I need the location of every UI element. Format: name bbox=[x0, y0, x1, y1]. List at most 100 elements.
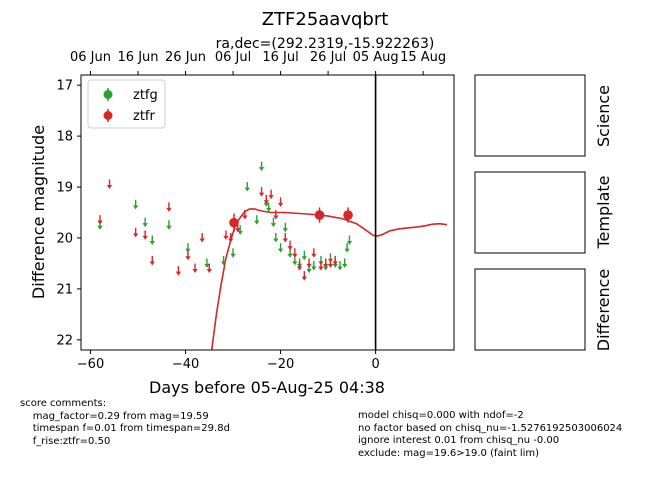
y-axis-label: Difference magnitude bbox=[29, 125, 48, 299]
ztfg-upper-limit bbox=[273, 232, 279, 243]
ztfr-upper-limit bbox=[242, 210, 248, 220]
legend-ztfg-label: ztfg bbox=[133, 88, 158, 103]
ztfr-upper-limit bbox=[106, 179, 113, 189]
cutout-panels: Science Template Difference bbox=[474, 74, 613, 351]
ztfr-limit-arrow bbox=[268, 195, 274, 200]
ztfr-upper-limit bbox=[149, 255, 155, 266]
ztfg-upper-limit bbox=[346, 235, 353, 246]
legend-ztfr-label: ztfr bbox=[133, 109, 155, 124]
ztfr-detection bbox=[314, 207, 325, 223]
ztfg-limit-arrow bbox=[270, 223, 277, 228]
ztfr-limit-arrow bbox=[149, 261, 155, 266]
ztfr-upper-limit bbox=[306, 258, 312, 268]
ztfg-limit-arrow bbox=[287, 253, 293, 258]
ztfg-upper-limit bbox=[185, 243, 191, 253]
ztfg-limit-arrow bbox=[337, 266, 343, 271]
ztfr-limit-arrow bbox=[166, 207, 172, 212]
ztfr-upper-limit bbox=[332, 255, 338, 266]
ztfg-limit-arrow bbox=[332, 263, 338, 268]
ztfr-upper-limit bbox=[327, 258, 334, 268]
ztfr-upper-limit bbox=[258, 187, 265, 197]
ztfr-upper-limit bbox=[301, 271, 307, 281]
top-date-tick-label: 15 Aug bbox=[400, 50, 446, 65]
ztfg-limit-arrow bbox=[204, 263, 210, 268]
ztfr-limit-arrow bbox=[133, 233, 139, 238]
top-date-tick-label: 06 Jul bbox=[215, 50, 251, 65]
y-tick-label: 19 bbox=[56, 181, 73, 196]
ztfg-upper-limit bbox=[149, 235, 155, 246]
chart-subtitle: ra,dec=(292.2319,-15.922263) bbox=[216, 36, 435, 52]
ztfg-limit-arrow bbox=[97, 225, 103, 230]
ztfr-upper-limit bbox=[263, 194, 269, 205]
ztfg-upper-limit bbox=[166, 220, 172, 230]
ztfr-limit-arrow bbox=[97, 220, 103, 225]
y-tick-label: 18 bbox=[56, 130, 73, 145]
ztfg-limit-arrow bbox=[263, 202, 269, 207]
ztfr-limit-arrow bbox=[223, 235, 229, 240]
ztfr-upper-limit bbox=[296, 260, 303, 271]
ztfg-limit-arrow bbox=[230, 253, 236, 258]
y-tick-label: 17 bbox=[56, 79, 73, 94]
ztfg-upper-limit bbox=[133, 199, 139, 210]
ztfg-upper-limit bbox=[142, 217, 148, 228]
ztfr-limit-arrow bbox=[242, 215, 248, 220]
ztfr-limit-arrow bbox=[332, 261, 338, 266]
template-panel bbox=[474, 171, 586, 254]
ztfg-upper-limit bbox=[258, 161, 265, 172]
ztfg-upper-limit bbox=[311, 260, 317, 271]
ztfr-limit-arrow bbox=[296, 266, 303, 271]
ztfr-upper-limit bbox=[311, 248, 317, 258]
ztfr-upper-limit bbox=[142, 230, 148, 240]
ztfg-limit-arrow bbox=[323, 266, 329, 271]
ztfg-upper-limit bbox=[220, 255, 227, 266]
ztfr-upper-limit bbox=[323, 258, 329, 268]
ztfr-upper-limit bbox=[318, 260, 324, 271]
x-tick-label: −60 bbox=[77, 357, 104, 372]
ztfr-limit-arrow bbox=[273, 215, 279, 220]
ztfg-limit-arrow bbox=[185, 248, 191, 253]
ztfg-limit-arrow bbox=[292, 261, 298, 266]
ztfg-limit-arrow bbox=[342, 263, 348, 268]
top-date-tick-label: 06 Jun bbox=[70, 50, 111, 65]
ztfg-limit-arrow bbox=[258, 167, 265, 172]
top-date-tick-label: 16 Jul bbox=[262, 50, 298, 65]
ztfg-upper-limit bbox=[204, 258, 210, 268]
legend-ztfg-marker bbox=[103, 90, 113, 99]
ztfr-limit-arrow bbox=[306, 263, 312, 268]
ztfr-upper-limit bbox=[277, 197, 284, 207]
ztfg-upper-limit bbox=[244, 182, 250, 192]
ztfg-limit-arrow bbox=[237, 230, 243, 235]
top-date-tick-label: 05 Aug bbox=[353, 50, 399, 65]
ztfg-upper-limit bbox=[230, 248, 236, 258]
top-date-tick-label: 26 Jul bbox=[310, 50, 346, 65]
ztfr-upper-limit bbox=[273, 210, 279, 220]
ztfr-upper-limit bbox=[166, 202, 172, 212]
chart-title: ZTF25aavqbrt bbox=[262, 9, 389, 30]
ztfg-limit-arrow bbox=[142, 223, 148, 228]
ztfr-limit-arrow bbox=[206, 269, 212, 274]
ztfr-limit-arrow bbox=[327, 263, 334, 268]
ztfg-upper-limit bbox=[342, 258, 348, 268]
ztfr-upper-limit bbox=[97, 215, 103, 225]
ztfr-limit-arrow bbox=[263, 200, 269, 205]
ztfr-limit-arrow bbox=[106, 184, 113, 189]
ztfr-limit-arrow bbox=[175, 271, 182, 276]
model-curve bbox=[210, 208, 448, 350]
ztfr-upper-limit bbox=[133, 227, 139, 238]
ztfr-upper-limit bbox=[292, 248, 298, 258]
ztfr-limit-arrow bbox=[258, 192, 265, 197]
ztfr-limit-arrow bbox=[323, 263, 329, 268]
score-comments: score comments: mag_factor=0.29 from mag… bbox=[20, 398, 230, 447]
ztfr-limit-arrow bbox=[277, 202, 284, 207]
ztfr-limit-arrow bbox=[235, 228, 241, 233]
plot-area: −60 −40 −20 0 17 18 19 20 21 22 06 Jun 16 Jun 26 Jun… bbox=[56, 50, 455, 372]
ztfg-limit-arrow bbox=[311, 266, 317, 271]
ztfg-limit-arrow bbox=[282, 228, 288, 233]
ztfr-detection-marker bbox=[229, 217, 239, 228]
ztfr-upper-limit bbox=[287, 240, 293, 251]
ztfg-limit-arrow bbox=[266, 207, 272, 212]
ztfg-limit-arrow bbox=[166, 225, 172, 230]
y-tick-label: 21 bbox=[56, 282, 73, 297]
ztfg-upper-limit bbox=[266, 202, 272, 212]
ztfg-limit-arrow bbox=[346, 241, 353, 246]
